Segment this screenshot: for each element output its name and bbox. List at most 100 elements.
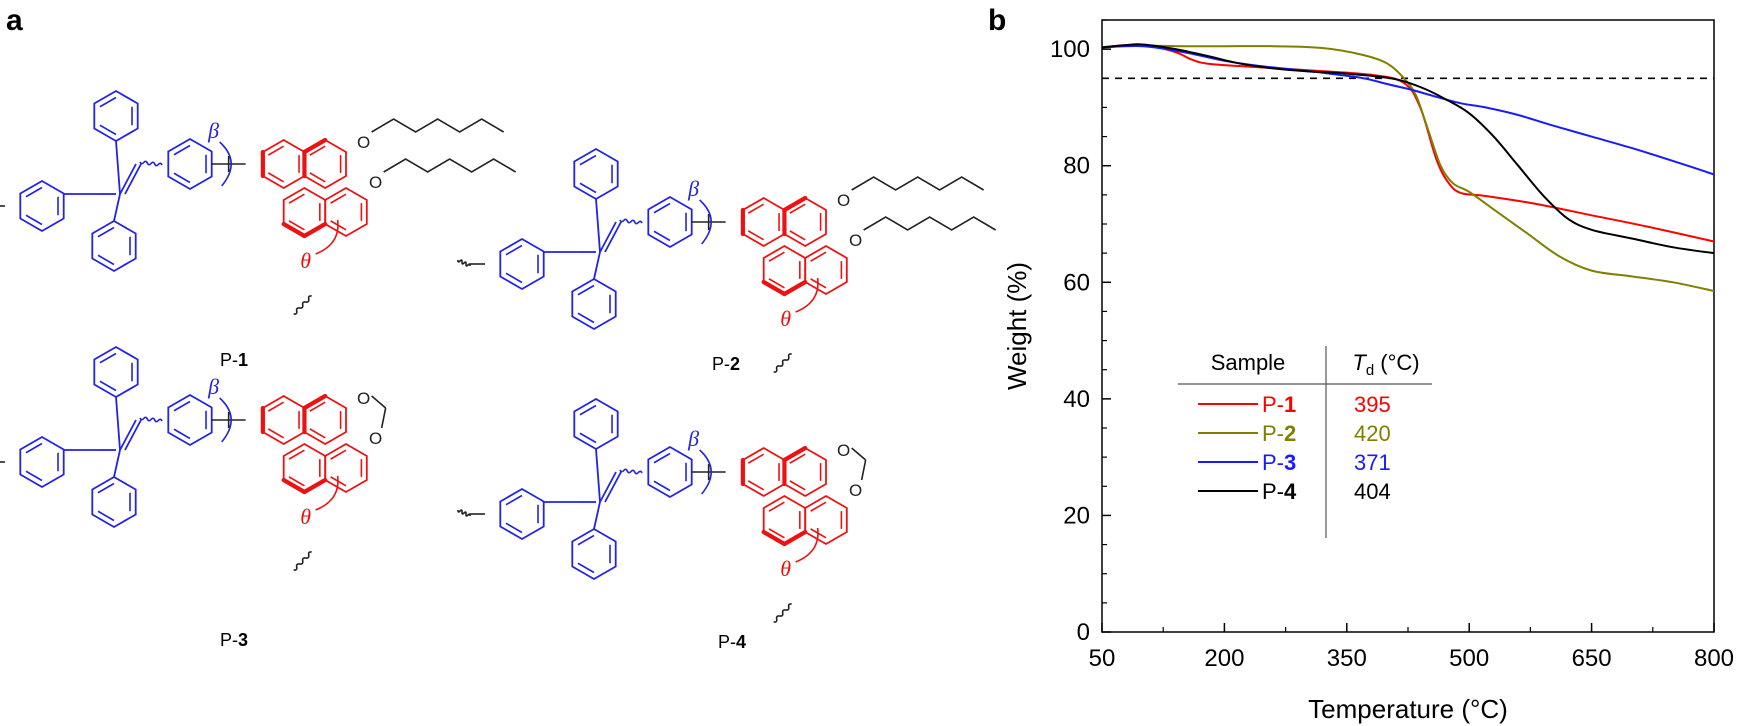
rotation-arrow-beta <box>219 141 232 187</box>
naphthyl-ring <box>261 394 306 446</box>
thick-bond <box>281 221 307 239</box>
aromatic-bond <box>579 432 597 444</box>
panel-a-letter: a <box>6 4 23 37</box>
aromatic-bond <box>579 154 597 166</box>
legend-td-p1: 395 <box>1354 392 1391 417</box>
beta-label: β <box>687 426 699 451</box>
aromatic-bond <box>577 284 595 296</box>
bond <box>113 449 121 478</box>
bond <box>124 419 142 451</box>
bond <box>851 447 867 461</box>
bond <box>599 221 617 253</box>
wavy-bond <box>773 353 792 373</box>
legend-td-p2: 420 <box>1354 421 1391 446</box>
bond <box>595 448 601 503</box>
y-tick-label: 60 <box>1063 269 1090 296</box>
aromatic-bond <box>173 144 191 156</box>
aromatic-bond <box>653 230 671 242</box>
phenyl-ring <box>19 435 65 489</box>
series-lines <box>1101 43 1715 292</box>
wavy-bond <box>619 218 643 225</box>
naphthyl-ring <box>261 138 306 190</box>
rotation-arrow-beta <box>699 199 712 245</box>
legend-row-p2: P-2 420 <box>1198 421 1391 446</box>
theta-label: θ <box>300 504 311 529</box>
aromatic-bond <box>747 453 765 464</box>
aromatic-bond <box>99 124 117 136</box>
naphthyl-ring <box>324 442 368 494</box>
aromatic-bond <box>330 449 347 460</box>
wavy-bond <box>773 603 792 623</box>
aromatic-bond <box>97 510 115 522</box>
wavy-bond <box>293 551 312 571</box>
x-tick-label: 50 <box>1089 645 1116 672</box>
legend-row-p4: P-4 404 <box>1198 479 1391 504</box>
y-tick-label: 100 <box>1050 36 1090 63</box>
legend-td-p4: 404 <box>1354 479 1391 504</box>
aromatic-bond <box>99 96 117 108</box>
oxygen-label: O <box>369 173 382 192</box>
aromatic-bond <box>288 476 305 487</box>
aromatic-bond <box>579 404 597 416</box>
aromatic-bond <box>97 254 115 266</box>
aromatic-bond <box>25 214 43 226</box>
thick-bond <box>281 477 307 495</box>
tga-chart: 50 200 350 500 650 800 0 20 40 60 80 100 Temperatur… <box>1002 19 1734 724</box>
aromatic-bond <box>173 428 191 440</box>
aromatic-bond <box>747 480 765 491</box>
x-tick-label: 500 <box>1449 645 1489 672</box>
aromatic-bond <box>309 172 326 183</box>
phenyl-ring <box>167 137 213 191</box>
x-tick-label: 800 <box>1694 645 1734 672</box>
aromatic-bond <box>577 534 595 546</box>
aromatic-bond <box>288 193 305 204</box>
y-tick-label: 20 <box>1063 502 1090 529</box>
phenyl-ring <box>167 393 213 447</box>
bond <box>124 163 142 195</box>
aromatic-bond <box>577 312 595 324</box>
oxygen-label: O <box>849 481 862 500</box>
naphthyl-ring <box>804 494 848 546</box>
aromatic-bond <box>288 449 305 460</box>
aromatic-bond <box>267 145 285 156</box>
legend-header-sample: Sample <box>1211 350 1286 375</box>
panel-b-letter: b <box>988 4 1006 37</box>
aromatic-bond <box>309 401 326 412</box>
y-tick-label: 80 <box>1063 153 1090 180</box>
bond <box>860 459 867 481</box>
rotation-arrow-theta <box>315 219 339 255</box>
aromatic-bond <box>579 182 597 194</box>
structure-p2: β O Oθ <box>457 147 997 373</box>
theta-label: θ <box>300 248 311 273</box>
phenyl-ring <box>19 179 65 233</box>
phenyl-ring <box>499 487 545 541</box>
aromatic-bond <box>173 400 191 412</box>
thick-bond <box>782 195 808 213</box>
aromatic-bond <box>747 203 765 214</box>
series-line-p-2 <box>1101 44 1715 292</box>
aromatic-bond <box>747 230 765 241</box>
oxygen-label: O <box>369 429 382 448</box>
bond <box>595 198 601 253</box>
structure-label-p4: P-4 <box>718 632 746 652</box>
naphthyl-ring <box>324 186 368 238</box>
aromatic-bond <box>810 501 827 512</box>
structure-p4: β O Oθ <box>457 397 867 623</box>
phenyl-ring <box>647 195 693 249</box>
wavy-bond <box>293 295 312 315</box>
naphthyl-ring <box>742 446 786 498</box>
aromatic-bond <box>97 482 115 494</box>
thick-bond <box>761 279 787 297</box>
phenyl-ring <box>571 277 617 331</box>
legend-label-p2: P-2 <box>1262 421 1296 446</box>
bond <box>113 193 121 222</box>
aromatic-bond <box>505 494 523 506</box>
theta-label: θ <box>780 306 791 331</box>
phenyl-ring <box>499 237 545 291</box>
aromatic-bond <box>768 501 785 512</box>
aromatic-bond <box>267 172 285 183</box>
x-tick-label: 350 <box>1327 645 1367 672</box>
phenyl-ring <box>91 475 137 529</box>
beta-label: β <box>207 118 219 143</box>
